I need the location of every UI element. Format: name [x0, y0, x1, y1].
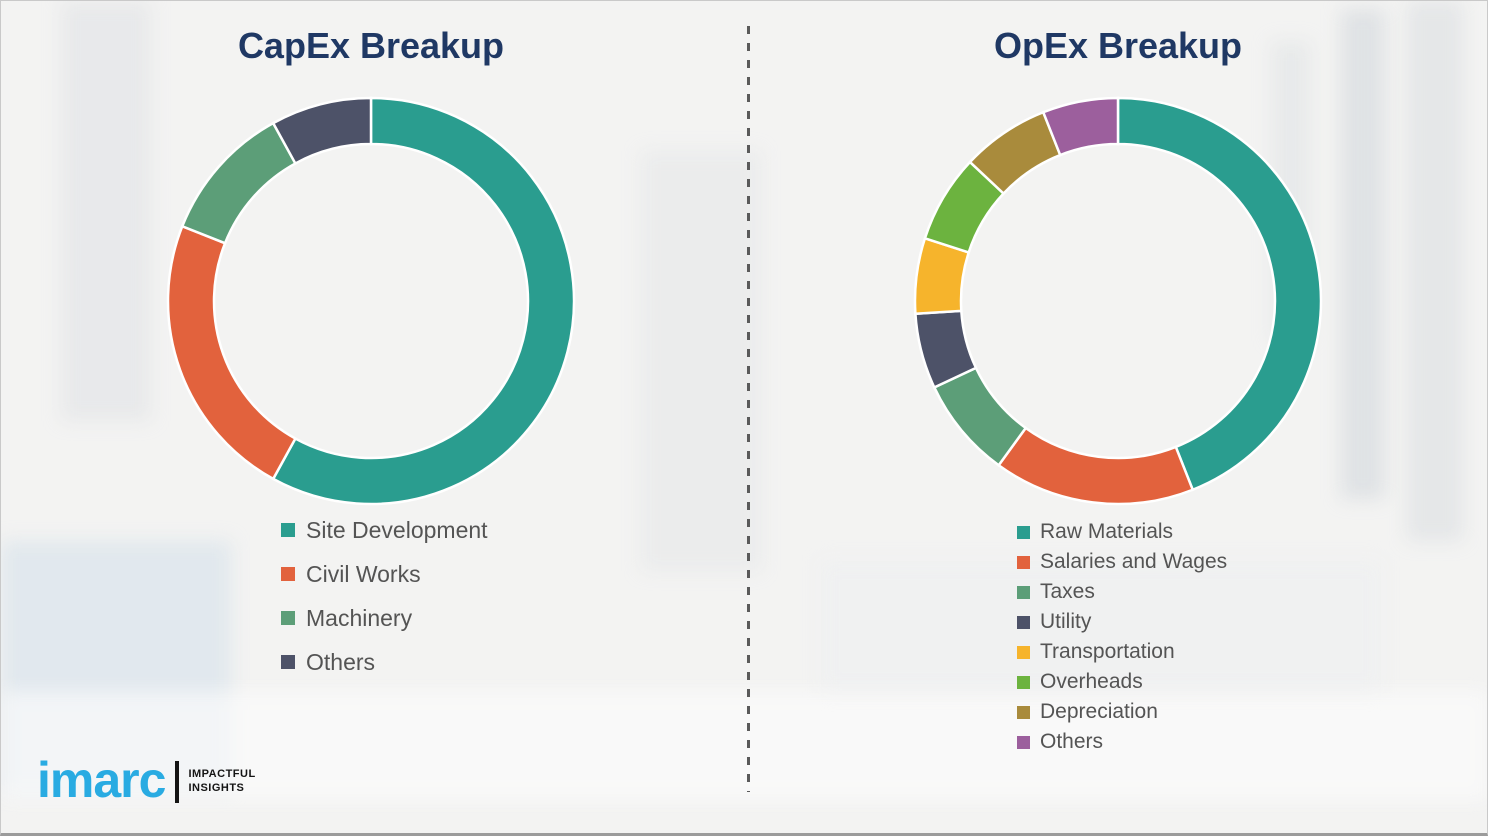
- legend-swatch-others: [281, 655, 295, 669]
- capex-legend: Site Development Civil Works Machinery Othe…: [281, 508, 488, 684]
- donut-segment-raw-materials: [1116, 96, 1323, 492]
- legend-label: Civil Works: [306, 560, 421, 587]
- donut-segment-others: [1041, 96, 1120, 157]
- legend-swatch-transportation: [1017, 645, 1030, 659]
- dashed-divider: [747, 26, 750, 792]
- imarc-logo-wordmark: imarc: [37, 752, 166, 808]
- legend-item-raw-materials: Raw Materials: [1017, 517, 1227, 547]
- opex-chart-title: OpEx Breakup: [993, 25, 1243, 66]
- legend-item-others: Others: [1017, 727, 1227, 757]
- legend-item-salaries-and-wages: Salaries and Wages: [1017, 547, 1227, 577]
- legend-swatch-taxes: [1017, 585, 1030, 599]
- legend-swatch-depreciation: [1017, 705, 1030, 719]
- imarc-logo: imarc IMPACTFUL INSIGHTS: [37, 755, 256, 805]
- donut-segment-civil-works: [166, 224, 298, 481]
- legend-label: Others: [306, 648, 376, 675]
- legend-swatch-salaries-and-wages: [1017, 555, 1030, 569]
- legend-swatch-raw-materials: [1017, 525, 1030, 539]
- imarc-logo-tagline: IMPACTFUL INSIGHTS: [188, 768, 255, 796]
- legend-item-taxes: Taxes: [1017, 577, 1227, 607]
- legend-item-depreciation: Depreciation: [1017, 697, 1227, 727]
- legend-swatch-others: [1017, 735, 1030, 749]
- legend-label: Taxes: [1040, 580, 1095, 603]
- legend-item-civil-works: Civil Works: [281, 552, 488, 596]
- opex-legend: Raw Materials Salaries and Wages Taxes Util…: [1017, 517, 1227, 757]
- legend-swatch-site-development: [281, 523, 295, 537]
- legend-label: Transportation: [1040, 640, 1175, 663]
- background-ghost-4: [641, 151, 761, 571]
- imarc-logo-divider-bar: [175, 761, 180, 803]
- legend-swatch-utility: [1017, 615, 1030, 629]
- donut-segment-machinery: [180, 121, 298, 245]
- legend-label: Others: [1040, 730, 1104, 753]
- legend-item-transportation: Transportation: [1017, 637, 1227, 667]
- imarc-tagline-line1: IMPACTFUL: [188, 768, 256, 781]
- capex-chart-title: CapEx Breakup: [237, 25, 505, 66]
- background-ghost-7: [61, 1, 151, 421]
- donut-segment-salaries-and-wages: [996, 426, 1195, 506]
- opex-donut-chart: [913, 96, 1323, 506]
- background-ghost-2: [1407, 1, 1463, 541]
- legend-item-site-development: Site Development: [281, 508, 488, 552]
- legend-swatch-machinery: [281, 611, 295, 625]
- legend-label: Site Development: [306, 516, 488, 543]
- legend-item-machinery: Machinery: [281, 596, 488, 640]
- legend-item-others: Others: [281, 640, 488, 684]
- legend-label: Salaries and Wages: [1040, 550, 1228, 573]
- legend-swatch-overheads: [1017, 675, 1030, 689]
- donut-segment-others: [271, 96, 373, 166]
- legend-label: Raw Materials: [1040, 520, 1174, 543]
- legend-label: Overheads: [1040, 670, 1143, 693]
- legend-label: Utility: [1040, 610, 1092, 633]
- imarc-tagline-line2: INSIGHTS: [188, 782, 245, 794]
- legend-item-overheads: Overheads: [1017, 667, 1227, 697]
- legend-label: Machinery: [306, 604, 413, 631]
- legend-label: Depreciation: [1040, 700, 1158, 723]
- donut-segment-site-development: [271, 96, 576, 506]
- background-ghost-1: [1341, 9, 1385, 499]
- capex-donut-chart: [166, 96, 576, 506]
- legend-swatch-civil-works: [281, 567, 295, 581]
- legend-item-utility: Utility: [1017, 607, 1227, 637]
